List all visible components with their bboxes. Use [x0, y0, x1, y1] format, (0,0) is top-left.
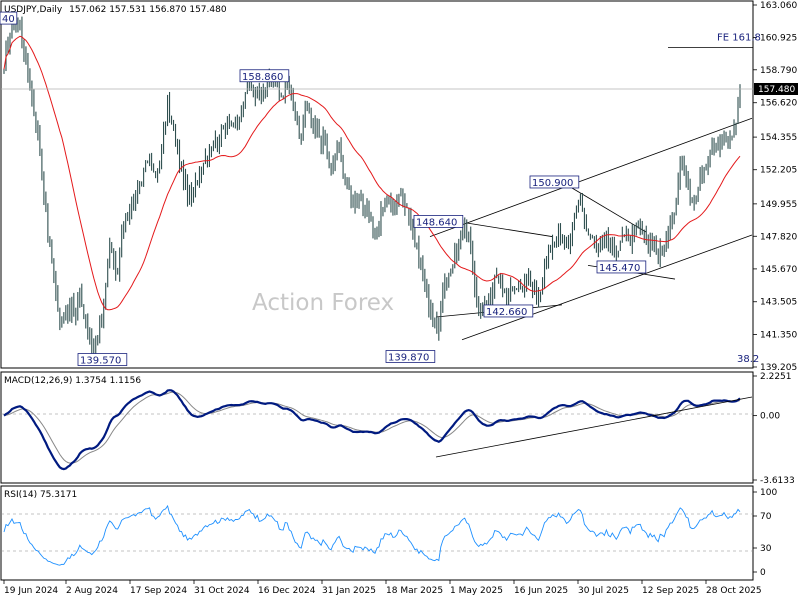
main-title: USDJPY,Daily 157.062 157.531 156.870 157…	[4, 5, 227, 15]
macd-tick-label: 0.00	[760, 412, 780, 422]
trendline	[465, 222, 553, 237]
annotation-box	[596, 260, 647, 274]
rsi-panel-frame	[0, 485, 754, 581]
y-tick-label: 163.060	[760, 1, 797, 11]
y-tick-label: 141.350	[760, 330, 797, 340]
annotation-label: 139.870	[388, 352, 429, 363]
rsi-y-axis: 100 70 30 0	[753, 488, 777, 578]
annotation-label: 40	[2, 14, 15, 25]
macd-line	[3, 389, 741, 471]
macd-trendline	[435, 396, 753, 458]
rsi-title: RSI(14) 75.3171	[4, 490, 77, 500]
date-tick-label: 17 Sep 2024	[130, 586, 187, 596]
y-tick-label: 156.620	[760, 99, 797, 109]
y-tick-label: 160.925	[760, 33, 797, 43]
last-price-text: 157.480	[758, 85, 795, 95]
rsi-tick-label: 0	[760, 568, 766, 578]
annotation-label: 148.640	[416, 217, 457, 228]
annotation-label: 158.860	[242, 72, 283, 83]
annotation-label: 38.2	[737, 354, 759, 365]
date-tick-label: 31 Jan 2025	[322, 586, 376, 596]
date-axis: 19 Jun 2024 2 Aug 2024 17 Sep 2024 31 Oct 2…	[3, 580, 762, 596]
annotation-label: 145.470	[599, 263, 640, 274]
date-tick-label: 28 Oct 2025	[706, 586, 762, 596]
rsi-tick-label: 100	[760, 488, 777, 498]
rsi-tick-label: 30	[760, 544, 772, 554]
rsi-line	[3, 504, 741, 566]
date-tick-label: 19 Jun 2024	[4, 586, 58, 596]
y-tick-label: 158.790	[760, 66, 797, 76]
trendlines	[429, 47, 753, 341]
trendline	[571, 187, 647, 233]
annotation-box	[413, 215, 464, 228]
date-tick-label: 18 Mar 2025	[386, 586, 443, 596]
annotation-box	[385, 350, 436, 363]
date-tick-label: 16 Dec 2024	[258, 586, 316, 596]
annotation-label: 150.900	[532, 178, 573, 189]
annotation-box	[0, 11, 18, 25]
moving-average-line	[3, 35, 741, 311]
date-tick-label: 30 Jul 2025	[578, 586, 629, 596]
y-tick-label: 149.955	[760, 200, 797, 210]
candles	[3, 11, 741, 359]
trendline	[461, 234, 753, 341]
price-annotations: 40 158.860 139.570 148.640 139.870 150.900 145…	[0, 11, 761, 367]
trendline	[429, 117, 753, 237]
date-tick-label: 16 Jun 2025	[514, 586, 568, 596]
annotation-label: 139.570	[80, 356, 121, 367]
y-tick-label: 139.205	[760, 363, 797, 373]
date-tick-label: 2 Aug 2024	[66, 586, 118, 596]
annotation-label: FE 161.8	[717, 32, 761, 43]
macd-tick-label: -3.6133	[760, 476, 795, 486]
watermark: Action Forex	[252, 290, 394, 316]
rsi-tick-label: 70	[760, 512, 772, 522]
macd-panel-frame	[0, 371, 754, 484]
y-tick-label: 147.820	[760, 232, 797, 242]
date-tick-label: 12 Sep 2025	[642, 586, 699, 596]
macd-signal-line	[3, 391, 741, 464]
date-tick-label: 31 Oct 2024	[194, 586, 250, 596]
annotation-box	[529, 175, 580, 189]
y-tick-label: 145.670	[760, 265, 797, 275]
macd-tick-label: 2.2251	[760, 372, 792, 382]
annotation-box	[239, 69, 290, 83]
date-tick-label: 1 May 2025	[450, 586, 503, 596]
y-tick-label: 154.355	[760, 133, 797, 143]
main-panel-frame	[0, 0, 754, 369]
annotation-box	[483, 304, 534, 318]
macd-title: MACD(12,26,9) 1.3754 1.1156	[4, 376, 141, 386]
y-tick-label: 152.205	[760, 166, 797, 176]
main-title-symbol: USDJPY,Daily	[4, 5, 63, 15]
macd-y-axis: 2.2251 0.00 -3.6133	[753, 372, 795, 486]
main-y-axis: 163.060 160.925 158.790 156.620 154.355 152.2…	[753, 1, 797, 373]
last-price-tag	[754, 83, 798, 95]
main-title-ohlc: 157.062 157.531 156.870 157.480	[69, 5, 227, 15]
annotation-label: 142.660	[486, 307, 527, 318]
y-tick-label: 143.505	[760, 298, 797, 308]
annotation-box	[77, 353, 128, 366]
